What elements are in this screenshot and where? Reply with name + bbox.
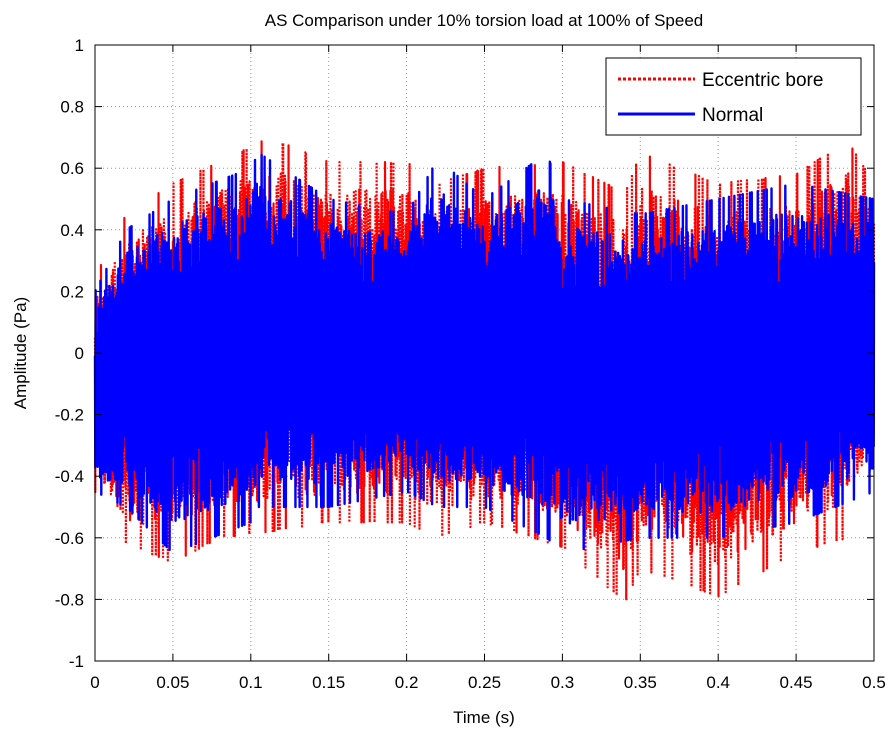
x-tick-label: 0.25 [468, 673, 501, 692]
x-tick-label: 0 [90, 673, 99, 692]
legend: Eccentric bore Normal [605, 57, 862, 136]
y-tick-label: 0.4 [60, 221, 84, 240]
series-layer [93, 140, 876, 601]
series-line-normal [93, 153, 876, 552]
x-tick-label: 0.5 [862, 673, 886, 692]
y-tick-label: 0.2 [60, 282, 84, 301]
y-tick-label: 1 [75, 36, 84, 55]
y-axis-label: Amplitude (Pa) [11, 297, 30, 409]
x-axis-label: Time (s) [453, 708, 515, 727]
x-tick-label: 0.35 [624, 673, 657, 692]
y-tick-label: -0.6 [55, 529, 84, 548]
x-tick-label: 0.45 [780, 673, 813, 692]
x-tick-label: 0.1 [239, 673, 263, 692]
y-tick-label: -1 [69, 652, 84, 671]
x-tick-label: 0.4 [706, 673, 730, 692]
legend-box [605, 57, 862, 136]
legend-label-normal: Normal [702, 105, 763, 126]
chart-title: AS Comparison under 10% torsion load at … [265, 11, 704, 30]
y-tick-label: 0.6 [60, 159, 84, 178]
y-tick-label: -0.4 [55, 467, 84, 486]
y-tick-label: 0.8 [60, 98, 84, 117]
legend-label-eccentric-bore: Eccentric bore [702, 70, 823, 91]
x-tick-label: 0.05 [156, 673, 189, 692]
x-tick-label: 0.2 [395, 673, 419, 692]
axes: 0 0.05 0.1 0.15 0.2 0.25 0.3 0.35 0.4 0.45 0.5 -1 -0… [55, 36, 886, 692]
x-tick-label: 0.15 [312, 673, 345, 692]
y-tick-label: -0.2 [55, 406, 84, 425]
y-tick-label: -0.8 [55, 590, 84, 609]
y-tick-label: 0 [75, 344, 84, 363]
x-tick-label: 0.3 [551, 673, 575, 692]
